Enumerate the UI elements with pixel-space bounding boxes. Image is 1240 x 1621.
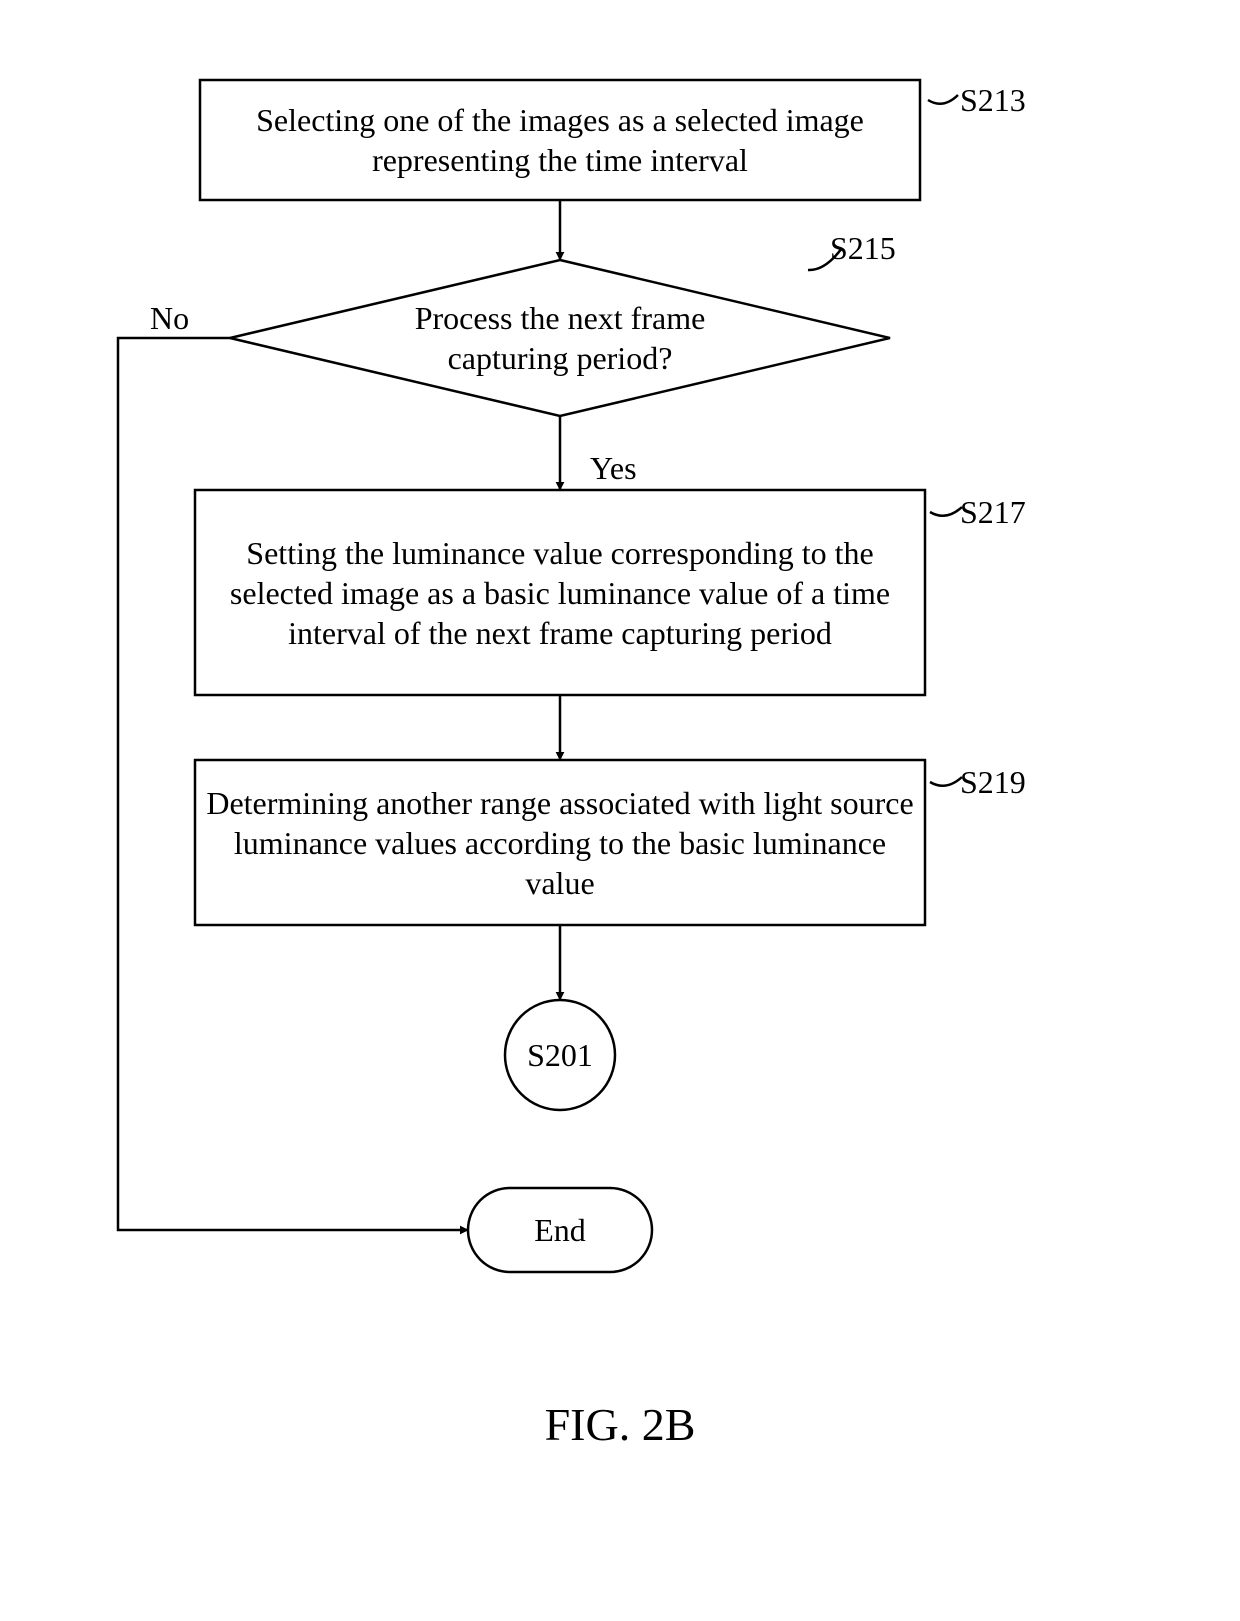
flow-node-s213: Selecting one of the images as a selecte… [210,80,910,200]
edge-label: No [150,298,230,338]
step-label-s215: S215 [830,228,950,268]
edge-label: Yes [590,448,670,488]
step-label-s217: S217 [960,492,1080,532]
step-label-s219: S219 [960,762,1080,802]
flow-node-s219: Determining another range associated wit… [205,760,915,925]
flow-node-s215: Process the next frame capturing period? [379,260,742,416]
step-label-s213: S213 [960,80,1080,120]
flow-node-s217: Setting the luminance value correspondin… [205,490,915,695]
figure-caption: FIG. 2B [0,1390,1240,1460]
flow-node-end: End [468,1188,652,1272]
flow-node-s201: S201 [505,1000,615,1110]
